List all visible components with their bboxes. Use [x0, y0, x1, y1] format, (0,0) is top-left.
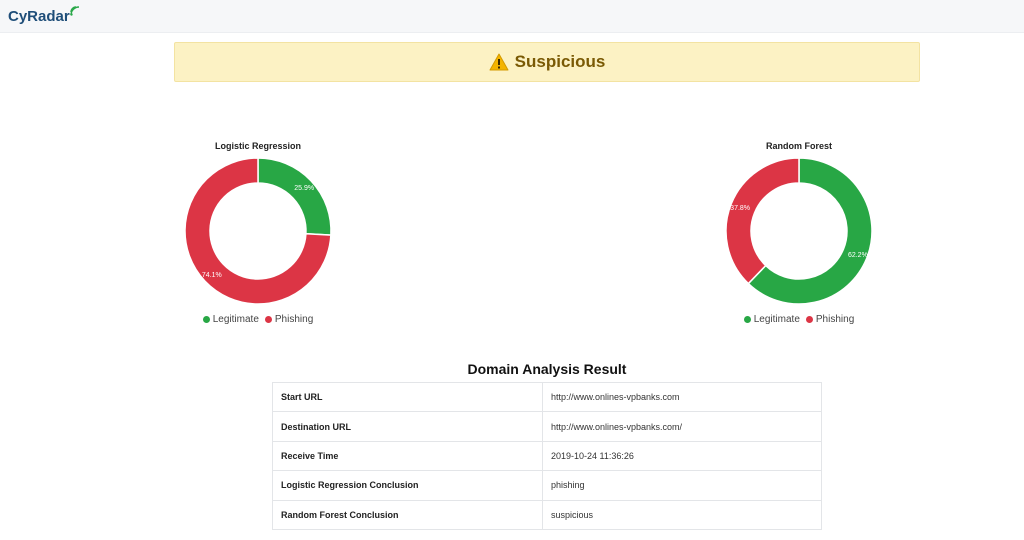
legend-label: Legitimate: [753, 314, 800, 325]
legend-label: Phishing: [815, 314, 855, 325]
slice-label-phishing: 37.8%: [730, 205, 750, 212]
result-table: Start URL http://www.onlines-vpbanks.com…: [272, 381, 822, 530]
slice-label-legitimate: 62.2%: [848, 252, 868, 259]
chart-legend: Legitimate Phishing: [158, 314, 358, 325]
table-row: Logistic Regression Conclusion phishing: [272, 470, 822, 501]
slice-phishing[interactable]: [184, 157, 332, 305]
warning-icon: [489, 53, 509, 71]
row-key: Destination URL: [272, 411, 543, 442]
row-key: Receive Time: [272, 440, 543, 472]
table-row: Destination URL http://www.onlines-vpban…: [272, 411, 822, 442]
legend-item-legitimate[interactable]: Legitimate: [202, 314, 259, 325]
radar-wave-icon: [70, 6, 79, 16]
legend-dot-legitimate: [743, 316, 751, 323]
row-value: phishing: [542, 470, 822, 501]
chart-legend: Legitimate Phishing: [699, 314, 899, 325]
chart-title: Random Forest: [765, 141, 832, 151]
logistic-regression-chart: Logistic Regression 25.9% 74.1% Legitimat…: [158, 138, 358, 338]
legend-label: Legitimate: [212, 314, 259, 325]
slice-phishing[interactable]: [725, 157, 800, 285]
row-key: Logistic Regression Conclusion: [272, 470, 543, 501]
legend-dot-legitimate: [202, 316, 210, 323]
row-value: 2019-10-24 11:36:26: [542, 440, 822, 472]
legend-item-phishing[interactable]: Phishing: [264, 314, 314, 325]
legend-label: Phishing: [274, 314, 314, 325]
row-value: http://www.onlines-vpbanks.com: [542, 381, 822, 413]
result-title: Domain Analysis Result: [467, 361, 627, 377]
logo-text: CyRadar: [8, 8, 70, 25]
slice-label-legitimate: 25.9%: [294, 185, 314, 192]
donut-chart: 62.2% 37.8%: [725, 157, 873, 305]
slice-legitimate[interactable]: [257, 157, 332, 236]
legend-dot-phishing: [264, 316, 272, 323]
row-key: Start URL: [272, 381, 543, 413]
chart-title: Logistic Regression: [214, 141, 302, 151]
slice-legitimate[interactable]: [747, 157, 873, 305]
table-row: Receive Time 2019-10-24 11:36:26: [272, 440, 822, 472]
alert-text: Suspicious: [514, 52, 606, 71]
legend-item-legitimate[interactable]: Legitimate: [743, 314, 800, 325]
top-navbar: CyRadar: [0, 0, 1024, 33]
legend-item-phishing[interactable]: Phishing: [805, 314, 855, 325]
donut-chart: 25.9% 74.1%: [184, 157, 332, 305]
slice-label-phishing: 74.1%: [202, 272, 222, 279]
random-forest-chart: Random Forest 62.2% 37.8% Legitimate Phis…: [699, 138, 899, 338]
row-value: suspicious: [542, 499, 822, 530]
row-key: Random Forest Conclusion: [272, 499, 543, 530]
row-value: http://www.onlines-vpbanks.com/: [542, 411, 822, 442]
legend-dot-phishing: [805, 316, 813, 323]
table-row: Random Forest Conclusion suspicious: [272, 499, 822, 530]
table-row: Start URL http://www.onlines-vpbanks.com: [272, 381, 822, 413]
logo[interactable]: CyRadar: [8, 6, 80, 25]
status-alert: Suspicious: [174, 42, 920, 82]
